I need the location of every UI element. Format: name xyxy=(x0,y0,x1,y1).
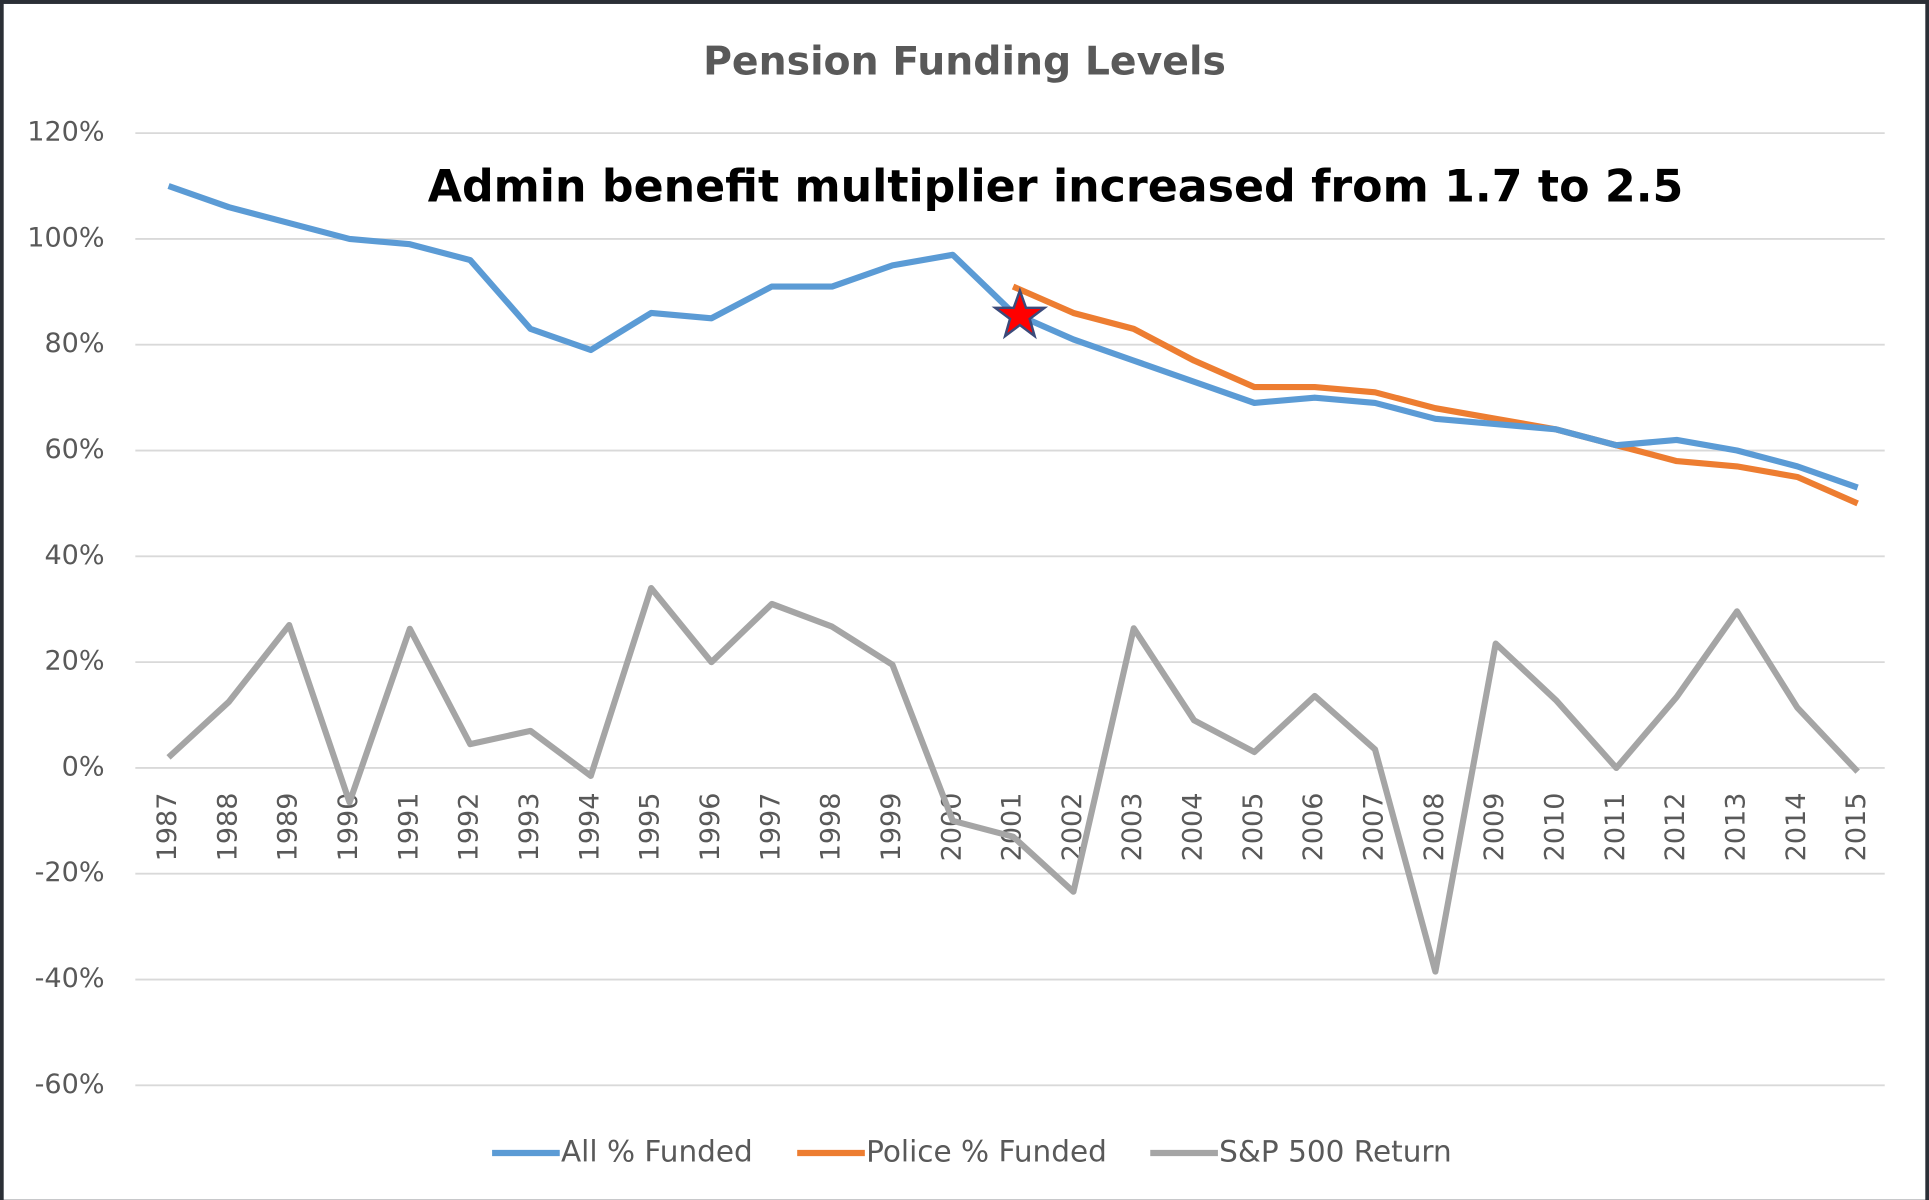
star-marker xyxy=(991,286,1049,340)
x-tick-label: 1989 xyxy=(273,793,304,862)
x-tick-label: 2007 xyxy=(1359,793,1390,862)
annotation: Admin benefit multiplier increased from … xyxy=(428,162,1684,213)
legend-label: S&P 500 Return xyxy=(1219,1134,1452,1168)
x-tick-label: 1988 xyxy=(212,793,243,862)
x-tick-label: 1997 xyxy=(755,793,786,862)
grid: -60% -40% -20% 0% 20% 40% 60% 80% 100% 120% 1987 19… xyxy=(27,117,1885,1100)
x-tick-label: 2014 xyxy=(1781,793,1812,862)
y-tick-label: -20% xyxy=(35,857,105,888)
x-tick-label: 2001 xyxy=(997,793,1028,862)
x-tick-label: 2010 xyxy=(1540,793,1571,862)
x-tick-label: 1998 xyxy=(816,793,847,862)
y-tick-label: -60% xyxy=(35,1069,105,1100)
x-tick-label: 1993 xyxy=(514,793,545,862)
legend-label: Police % Funded xyxy=(866,1134,1107,1168)
legend: All % Funded Police % Funded S&P 500 Retur… xyxy=(492,1134,1452,1168)
x-tick-label: 2006 xyxy=(1298,793,1329,862)
x-tick-label: 1995 xyxy=(635,793,666,862)
x-tick-label: 2005 xyxy=(1238,793,1269,862)
x-tick-label: 2015 xyxy=(1841,793,1872,862)
x-tick-label: 2013 xyxy=(1720,793,1751,862)
series-line xyxy=(1011,283,1859,507)
y-tick-label: 0% xyxy=(62,751,105,782)
chart-title: Pension Funding Levels xyxy=(703,39,1226,85)
x-tick-label: 1999 xyxy=(876,793,907,862)
x-tick-label: 1991 xyxy=(393,793,424,862)
y-tick-label: 20% xyxy=(44,646,104,677)
x-tick-label: 1994 xyxy=(574,793,605,862)
x-tick-label: 2004 xyxy=(1178,793,1209,862)
series-line xyxy=(166,584,1860,975)
legend-label: All % Funded xyxy=(561,1134,753,1168)
y-tick-label: 80% xyxy=(44,328,104,359)
x-tick-label: 2009 xyxy=(1479,793,1510,862)
x-tick-label: 1996 xyxy=(695,793,726,862)
x-tick-label: 2000 xyxy=(936,793,967,862)
x-tick-label: 2012 xyxy=(1660,793,1691,862)
x-tick-label: 1987 xyxy=(152,793,183,862)
x-tick-label: 2008 xyxy=(1419,793,1450,862)
y-tick-label: 120% xyxy=(27,117,104,148)
x-tick-label: 1992 xyxy=(454,793,485,862)
y-tick-label: 60% xyxy=(44,434,104,465)
y-tick-label: 100% xyxy=(27,222,104,253)
chart-background xyxy=(3,3,1926,1200)
y-tick-label: 40% xyxy=(44,540,104,571)
x-tick-label: 2003 xyxy=(1117,793,1148,862)
y-tick-label: -40% xyxy=(35,963,105,994)
x-tick-label: 2011 xyxy=(1600,793,1631,862)
